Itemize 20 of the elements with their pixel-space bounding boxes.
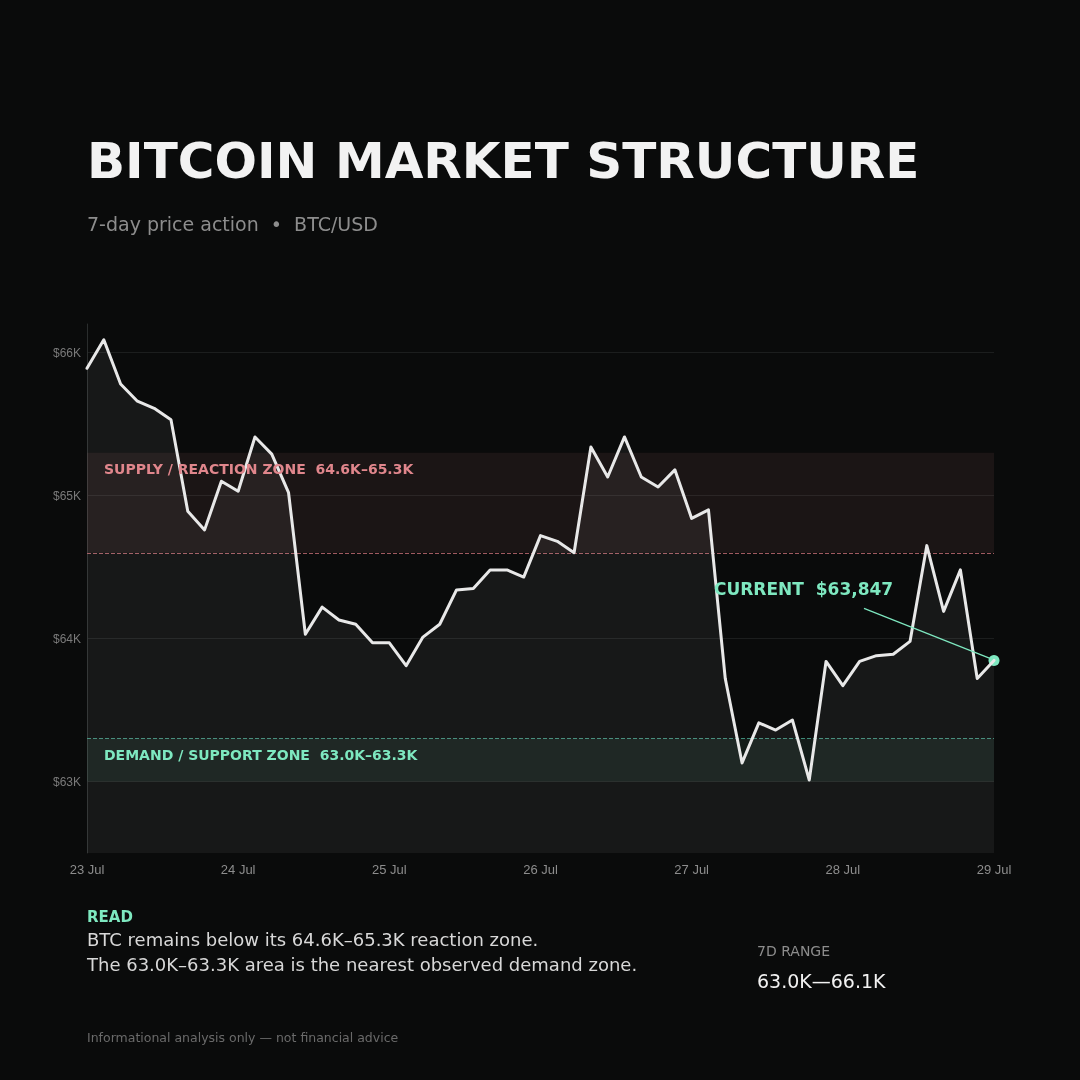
- text: READ: [87, 908, 133, 926]
- text: BTC remains below its 64.6K–65.3K reaction zone.: [87, 929, 539, 950]
- x-tick-label: 25 Jul: [371, 862, 407, 877]
- y-tick-label: $65K: [52, 488, 81, 503]
- x-tick-label: 27 Jul: [674, 862, 710, 877]
- y-tick-label: $64K: [52, 631, 81, 646]
- y-tick-label: $63K: [52, 774, 81, 789]
- x-tick-label: 26 Jul: [523, 862, 558, 877]
- x-tick-label: 24 Jul: [220, 862, 256, 877]
- x-tick-label: 29 Jul: [976, 862, 1012, 877]
- chart-title: BITCOIN MARKET STRUCTURE: [87, 132, 920, 190]
- y-tick-label: $66K: [52, 345, 81, 360]
- chart-subtitle: 7-day price action • BTC/USD: [87, 213, 378, 235]
- x-tick-label: 23 Jul: [69, 862, 105, 877]
- text: The 63.0K–63.3K area is the nearest observed demand zone.: [87, 954, 638, 975]
- band-label: DEMAND / SUPPORT ZONE 63.0K–63.3K: [104, 746, 419, 763]
- x-tick-label: 28 Jul: [825, 862, 861, 877]
- text: 63.0K—66.1K: [757, 970, 886, 992]
- text: 7D RANGE: [757, 943, 831, 959]
- text: Informational analysis only — not financial advice: [87, 1030, 399, 1045]
